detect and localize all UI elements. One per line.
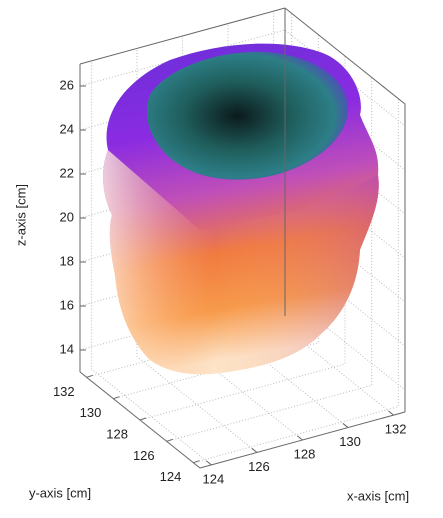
x-tick-label: 132 [385,422,407,437]
x-tick-label: 128 [294,446,316,461]
y-tick [87,375,93,377]
x-tick [252,448,257,452]
z-tick-label: 16 [60,297,74,312]
x-tick [298,436,303,440]
y-tick-label: 130 [80,405,102,420]
x-tick [206,461,211,465]
z-tick-label: 14 [60,341,74,356]
chart: 14 16 18 20 22 24 26 124 126 128 130 132 124 126 128 13… [0,0,443,518]
z-tick-label: 24 [60,121,74,136]
z-tick-label: 26 [60,77,74,92]
y-tick-label: 132 [53,384,75,399]
x-tick-label: 126 [248,459,270,474]
z-tick-label: 18 [60,253,74,268]
x-axis-label: x-axis [cm] [347,488,409,503]
y-tick [193,461,199,463]
y-tick-label: 126 [133,448,155,463]
y-axis-label: y-axis [cm] [29,485,91,500]
x-tick-label: 124 [203,471,225,486]
z-tick-label: 22 [60,165,74,180]
x-tick [343,424,348,428]
x-tick [389,411,394,415]
y-tick-label: 128 [106,426,128,441]
surface [103,44,379,375]
z-axis-label: z-axis [cm] [13,184,28,246]
y-tick [140,418,146,420]
z-tick-label: 20 [60,209,74,224]
y-tick [167,439,173,441]
y-tick-label: 124 [160,469,182,484]
y-tick [113,397,119,399]
x-tick-label: 130 [339,434,361,449]
